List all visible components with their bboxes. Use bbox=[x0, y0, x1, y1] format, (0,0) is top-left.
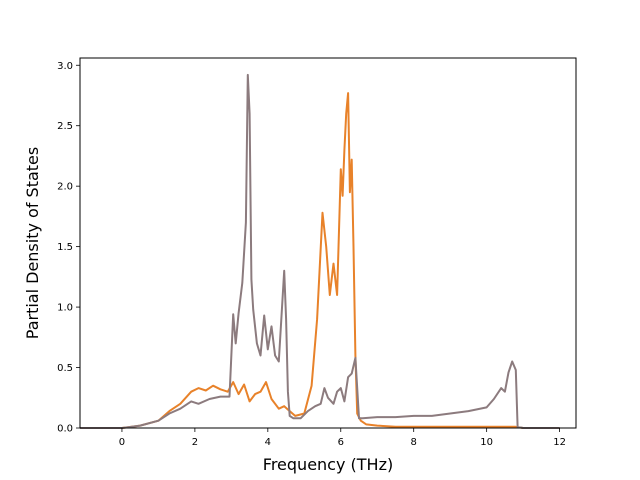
x-tick-label: 2 bbox=[192, 437, 198, 448]
y-tick-label: 2.0 bbox=[57, 182, 73, 193]
series-layer bbox=[80, 73, 560, 429]
y-tick-label: 0.0 bbox=[57, 424, 73, 435]
x-tick-label: 0 bbox=[119, 437, 125, 448]
x-tick-label: 6 bbox=[338, 437, 344, 448]
y-tick-label: 3.0 bbox=[57, 61, 73, 72]
x-tick-label: 4 bbox=[265, 437, 271, 448]
y-tick-label: 1.5 bbox=[57, 242, 73, 253]
x-axis: 0 2 4 6 8 10 12 bbox=[119, 428, 566, 448]
x-tick-label: 12 bbox=[553, 437, 566, 448]
y-axis: 0.0 0.5 1.0 1.5 2.0 2.5 3.0 bbox=[57, 61, 80, 435]
y-tick-label: 2.5 bbox=[57, 121, 73, 132]
y-tick-label: 0.5 bbox=[57, 363, 73, 374]
plot-frame bbox=[79, 57, 577, 429]
y-tick-label: 1.0 bbox=[57, 303, 73, 314]
x-tick-label: 10 bbox=[480, 437, 493, 448]
x-tick-label: 8 bbox=[411, 437, 417, 448]
y-axis-label: Partial Density of States bbox=[23, 147, 42, 339]
x-axis-label: Frequency (THz) bbox=[263, 455, 393, 474]
series-line-1 bbox=[80, 92, 560, 429]
series-line-2 bbox=[80, 73, 560, 429]
